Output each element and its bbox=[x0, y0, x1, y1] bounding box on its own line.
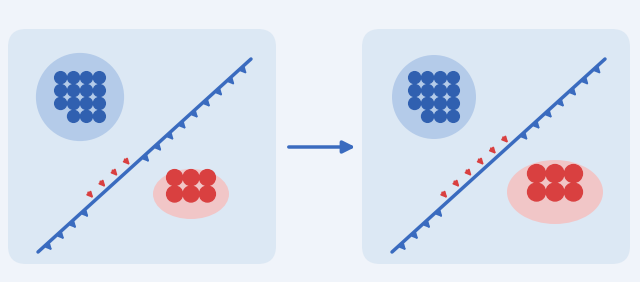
Circle shape bbox=[68, 72, 79, 84]
Circle shape bbox=[93, 98, 106, 109]
Ellipse shape bbox=[507, 160, 603, 224]
Circle shape bbox=[435, 72, 447, 84]
Circle shape bbox=[409, 98, 420, 109]
Circle shape bbox=[435, 98, 447, 109]
Circle shape bbox=[527, 183, 545, 201]
Ellipse shape bbox=[36, 53, 124, 141]
Circle shape bbox=[200, 186, 216, 202]
Circle shape bbox=[81, 98, 92, 109]
Circle shape bbox=[564, 183, 582, 201]
Circle shape bbox=[409, 85, 420, 96]
Circle shape bbox=[166, 169, 182, 186]
Circle shape bbox=[422, 85, 433, 96]
Circle shape bbox=[447, 110, 460, 122]
Circle shape bbox=[54, 98, 67, 109]
Circle shape bbox=[409, 72, 420, 84]
Circle shape bbox=[183, 186, 199, 202]
Circle shape bbox=[81, 85, 92, 96]
Circle shape bbox=[93, 72, 106, 84]
Circle shape bbox=[68, 98, 79, 109]
Circle shape bbox=[93, 110, 106, 122]
Circle shape bbox=[166, 186, 182, 202]
Circle shape bbox=[200, 169, 216, 186]
Circle shape bbox=[447, 72, 460, 84]
FancyBboxPatch shape bbox=[8, 29, 276, 264]
Circle shape bbox=[435, 85, 447, 96]
Circle shape bbox=[54, 85, 67, 96]
Circle shape bbox=[54, 72, 67, 84]
Ellipse shape bbox=[153, 169, 229, 219]
Circle shape bbox=[546, 165, 564, 182]
Circle shape bbox=[546, 183, 564, 201]
FancyBboxPatch shape bbox=[362, 29, 630, 264]
Circle shape bbox=[564, 165, 582, 182]
Circle shape bbox=[68, 110, 79, 122]
Ellipse shape bbox=[392, 55, 476, 139]
Circle shape bbox=[527, 165, 545, 182]
Circle shape bbox=[447, 98, 460, 109]
Circle shape bbox=[81, 72, 92, 84]
Circle shape bbox=[422, 72, 433, 84]
Circle shape bbox=[422, 110, 433, 122]
Circle shape bbox=[447, 85, 460, 96]
Circle shape bbox=[93, 85, 106, 96]
Circle shape bbox=[435, 110, 447, 122]
Circle shape bbox=[68, 85, 79, 96]
Circle shape bbox=[81, 110, 92, 122]
Circle shape bbox=[422, 98, 433, 109]
Circle shape bbox=[183, 169, 199, 186]
